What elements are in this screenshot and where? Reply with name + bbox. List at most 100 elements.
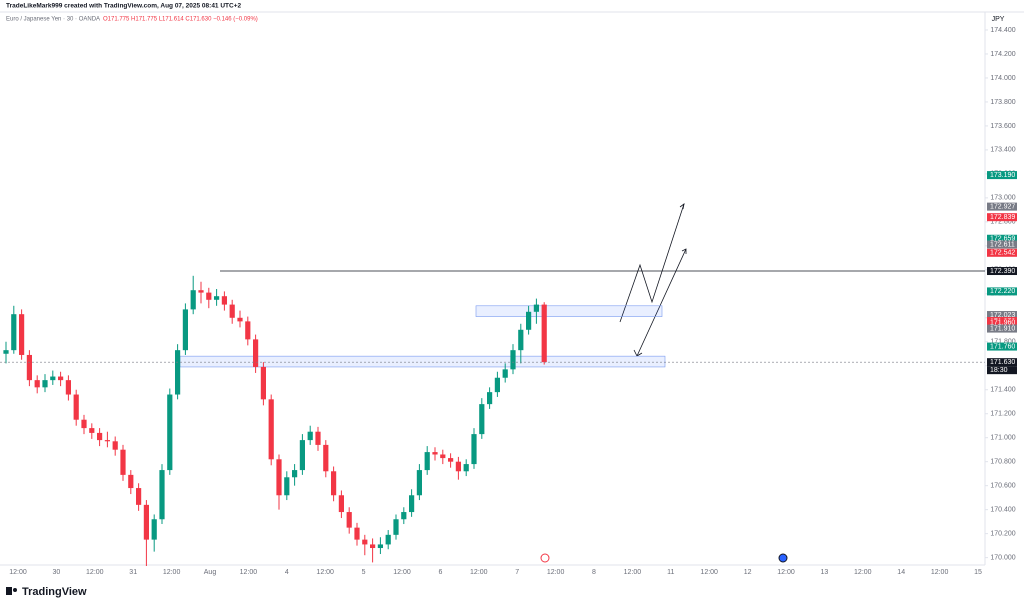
candle-body — [253, 339, 259, 367]
price-label-box — [987, 342, 1017, 351]
price-label-box — [987, 358, 1017, 367]
candle-body — [338, 495, 344, 513]
x-tick-label: 12:00 — [700, 569, 718, 576]
y-tick-label: 171.800 — [990, 339, 1015, 346]
candle-body — [377, 544, 383, 549]
y-tick-label: 170.200 — [990, 530, 1015, 537]
x-tick-label: 12:00 — [624, 569, 642, 576]
candle-body — [268, 399, 274, 460]
candle-body — [518, 329, 524, 351]
price-label-box — [987, 202, 1017, 211]
candle-body — [393, 519, 399, 535]
candle-body — [541, 304, 547, 363]
x-tick-label: 13 — [821, 569, 829, 576]
x-tick-label: 12:00 — [163, 569, 181, 576]
x-tick-label: 12:00 — [393, 569, 411, 576]
x-tick-label: 12:00 — [931, 569, 949, 576]
candle-body — [510, 350, 516, 370]
countdown-box — [987, 366, 1017, 375]
y-tick-label: 170.600 — [990, 483, 1015, 490]
candle-body — [237, 317, 243, 322]
candle-body — [299, 440, 305, 471]
price-label: 173.190 — [990, 172, 1015, 179]
candle-body — [26, 354, 32, 381]
price-label-box — [987, 234, 1017, 243]
price-label-box — [987, 248, 1017, 257]
y-tick-label: 171.200 — [990, 411, 1015, 418]
candle-body — [292, 470, 298, 478]
price-label-box — [987, 213, 1017, 222]
candle-body — [533, 304, 539, 312]
y-tick-label: 173.000 — [990, 195, 1015, 202]
candle-body — [354, 527, 360, 540]
candle-body — [409, 495, 415, 513]
candle-body — [11, 314, 17, 351]
candle-body — [42, 380, 48, 388]
price-label: 171.960 — [990, 319, 1015, 326]
candle-body — [448, 458, 454, 462]
x-tick-label: 12:00 — [9, 569, 27, 576]
candle-body — [416, 470, 422, 496]
x-tick-label: 12:00 — [777, 569, 795, 576]
event-icon[interactable] — [540, 553, 550, 563]
x-tick-label: 30 — [53, 569, 61, 576]
x-tick-label: 12:00 — [470, 569, 488, 576]
candle-body — [455, 461, 461, 472]
zone — [179, 355, 666, 368]
price-label: 171.760 — [990, 343, 1015, 350]
x-tick-label: 6 — [438, 569, 442, 576]
candle-body — [307, 431, 313, 441]
price-label-box — [987, 267, 1017, 276]
y-tick-label: 173.800 — [990, 99, 1015, 106]
price-label-box — [987, 324, 1017, 333]
price-label: 172.220 — [990, 288, 1015, 295]
candle-body — [89, 428, 95, 433]
candle-body — [112, 441, 118, 450]
candle-body — [19, 314, 25, 355]
price-label: 172.927 — [990, 203, 1015, 210]
candle-body — [151, 519, 157, 540]
zone — [475, 305, 663, 317]
price-label-box — [987, 318, 1017, 327]
x-tick-label: 12:00 — [86, 569, 104, 576]
price-label: 172.023 — [990, 312, 1015, 319]
candle-body — [229, 304, 235, 318]
candle-body — [206, 292, 212, 300]
y-tick-label: 170.800 — [990, 459, 1015, 466]
candle-body — [323, 444, 329, 472]
brand: TradingView — [22, 586, 87, 598]
x-tick-label: 12:00 — [547, 569, 565, 576]
candle-body — [214, 296, 220, 300]
candle-body — [104, 440, 110, 442]
x-tick-label: 14 — [897, 569, 905, 576]
price-label: 172.839 — [990, 214, 1015, 221]
candle-body — [502, 369, 508, 378]
candle-body — [346, 512, 352, 528]
candle-body — [190, 290, 196, 310]
y-tick-label: 174.400 — [990, 27, 1015, 34]
y-tick-label: 170.000 — [990, 554, 1015, 561]
y-tick-label: 174.200 — [990, 51, 1015, 58]
drawing — [619, 203, 687, 357]
candle-body — [284, 477, 290, 496]
candle-body — [479, 404, 485, 435]
candle-body — [526, 311, 532, 330]
candle-body — [401, 512, 407, 520]
x-tick-label: 11 — [667, 569, 674, 576]
x-tick-label: 12:00 — [240, 569, 258, 576]
price-label-box — [987, 311, 1017, 320]
price-label-box — [987, 287, 1017, 296]
y-tick-label: 170.400 — [990, 506, 1015, 513]
candle-body — [128, 474, 134, 489]
event-icon[interactable] — [778, 553, 788, 563]
price-label: 171.630 — [990, 359, 1015, 366]
price-label: 172.611 — [990, 241, 1015, 248]
candle-body — [136, 488, 142, 505]
credit: TradeLikeMark999 created with TradingVie… — [6, 3, 242, 10]
candle-body — [487, 392, 493, 405]
ohlc-text: O171.775 H171.775 L171.614 C171.630 −0.1… — [103, 17, 258, 23]
price-label: 172.659 — [990, 236, 1015, 243]
candle-body — [198, 290, 204, 293]
candle-body — [50, 376, 56, 381]
y-tick-label: 173.600 — [990, 123, 1015, 130]
